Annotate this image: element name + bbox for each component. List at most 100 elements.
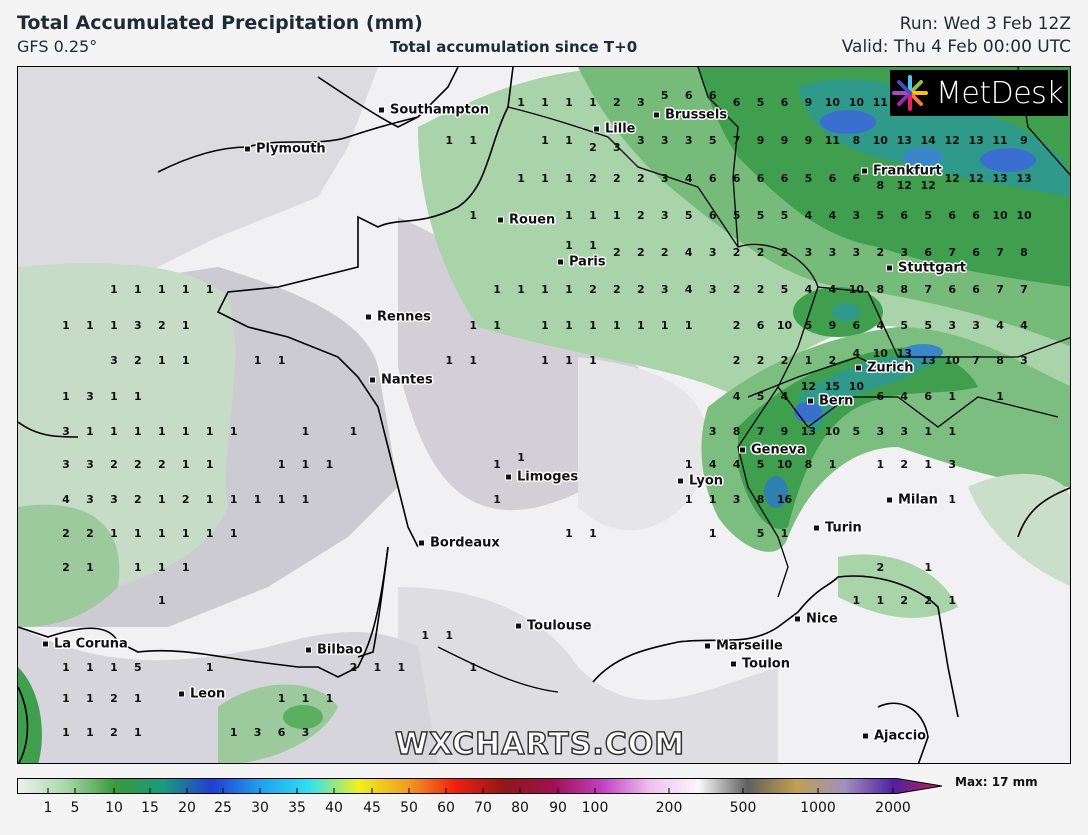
city-marker-icon xyxy=(593,125,600,133)
city-marker-icon xyxy=(886,496,893,504)
city-marker-icon xyxy=(813,524,820,532)
precip-value: 1 xyxy=(565,354,573,367)
precip-value: 7 xyxy=(996,246,1004,259)
city-label: Southampton xyxy=(378,103,489,118)
precip-value: 3 xyxy=(852,246,861,259)
precip-value: 1 xyxy=(541,319,549,332)
precip-value: 12 xyxy=(920,179,936,192)
precip-value: 1 xyxy=(62,692,70,705)
precip-value: 1 xyxy=(277,354,286,367)
precip-value: 4 xyxy=(684,246,693,259)
precip-value: 1 xyxy=(948,390,956,403)
colorbar-label: 70 xyxy=(474,800,492,816)
precip-value: 1 xyxy=(469,319,477,332)
precip-value: 3 xyxy=(62,425,70,438)
precip-value: 1 xyxy=(62,726,70,739)
city-marker-icon xyxy=(378,106,385,114)
precip-value: 4 xyxy=(852,347,861,360)
precip-value: 1 xyxy=(205,661,214,674)
precip-value: 6 xyxy=(948,209,956,222)
precip-value: 4 xyxy=(804,209,813,222)
precip-value: 10 xyxy=(944,354,960,367)
precip-value: 1 xyxy=(517,172,525,185)
precip-value: 1 xyxy=(134,283,142,296)
precip-value: 6 xyxy=(708,172,717,185)
precip-value: 5 xyxy=(134,661,142,674)
precip-value: 6 xyxy=(732,172,741,185)
precip-value: 10 xyxy=(1016,209,1032,222)
precip-value: 8 xyxy=(996,354,1004,367)
precip-value: 1 xyxy=(589,527,597,540)
precip-value: 1 xyxy=(469,661,477,674)
precip-value: 5 xyxy=(852,425,861,438)
precip-value: 5 xyxy=(924,209,933,222)
precip-value: 1 xyxy=(325,458,334,471)
city-name: Limoges xyxy=(517,469,579,485)
precip-value: 1 xyxy=(493,458,501,471)
model-label: GFS 0.25° xyxy=(17,37,98,56)
precip-value: 8 xyxy=(876,283,885,296)
precip-value: 12 xyxy=(944,134,960,147)
precip-value: 3 xyxy=(660,283,669,296)
precip-value: 2 xyxy=(756,283,765,296)
precip-value: 1 xyxy=(469,134,477,147)
precip-value: 5 xyxy=(900,319,909,332)
precip-value: 6 xyxy=(708,89,717,102)
city-label: Leon xyxy=(178,687,225,702)
precip-value: 8 xyxy=(900,283,909,296)
precip-value: 2 xyxy=(62,561,70,574)
colorbar-label: 10 xyxy=(105,800,123,816)
precip-value: 16 xyxy=(776,493,793,506)
city-marker-icon xyxy=(886,264,893,272)
precip-value: 1 xyxy=(684,458,693,471)
precip-value: 1 xyxy=(541,134,549,147)
precip-value: 3 xyxy=(900,246,909,259)
precip-value: 1 xyxy=(565,209,573,222)
precip-value: 3 xyxy=(1020,354,1028,367)
precip-value: 1 xyxy=(541,283,549,296)
precip-value: 1 xyxy=(301,425,310,438)
precip-value: 2 xyxy=(636,172,645,185)
city-marker-icon xyxy=(862,732,869,740)
colorbar-label: 40 xyxy=(325,800,343,816)
precip-value: 1 xyxy=(876,594,885,607)
precip-value: 3 xyxy=(110,493,118,506)
precip-value: 1 xyxy=(86,561,94,574)
metdesk-logo-text: MetDesk xyxy=(936,75,1064,111)
precip-value: 1 xyxy=(86,661,94,674)
city-name: Plymouth xyxy=(256,141,326,157)
city-marker-icon xyxy=(497,216,504,224)
precip-value: 2 xyxy=(756,246,765,259)
precip-value: 6 xyxy=(780,172,789,185)
precip-value: 1 xyxy=(589,209,597,222)
city-label: Plymouth xyxy=(244,142,326,157)
precip-value: 1 xyxy=(62,319,70,332)
city-label: Lyon xyxy=(677,474,723,489)
precip-value: 1 xyxy=(397,661,406,674)
city-name: Bilbao xyxy=(317,642,363,658)
precip-value: 1 xyxy=(517,283,525,296)
precip-value: 1 xyxy=(86,319,94,332)
precip-value: 6 xyxy=(924,390,933,403)
city-marker-icon xyxy=(557,258,564,266)
precip-value: 5 xyxy=(660,89,669,102)
precip-value: 1 xyxy=(229,726,238,739)
precip-value: 2 xyxy=(828,354,837,367)
precip-value: 2 xyxy=(900,594,909,607)
precip-value: 10 xyxy=(848,283,864,296)
city-name: Milan xyxy=(898,492,938,508)
city-label: Bordeaux xyxy=(418,536,500,551)
valid-time: Valid: Thu 4 Feb 00:00 UTC xyxy=(841,37,1071,57)
precip-value: 1 xyxy=(924,561,933,574)
precip-value: 1 xyxy=(613,209,621,222)
city-name: Bern xyxy=(819,393,854,409)
precip-value: 4 xyxy=(996,319,1004,332)
precip-value: 2 xyxy=(62,527,70,540)
precip-value: 1 xyxy=(277,692,286,705)
precip-value: 10 xyxy=(848,96,864,109)
precip-value: 1 xyxy=(565,96,573,109)
precip-value: 1 xyxy=(134,692,142,705)
precip-value: 1 xyxy=(445,629,454,642)
precipitation-map[interactable]: Southampton Plymouth Lille Brussels Rouen Par… xyxy=(17,66,1071,764)
precip-value: 1 xyxy=(157,493,166,506)
